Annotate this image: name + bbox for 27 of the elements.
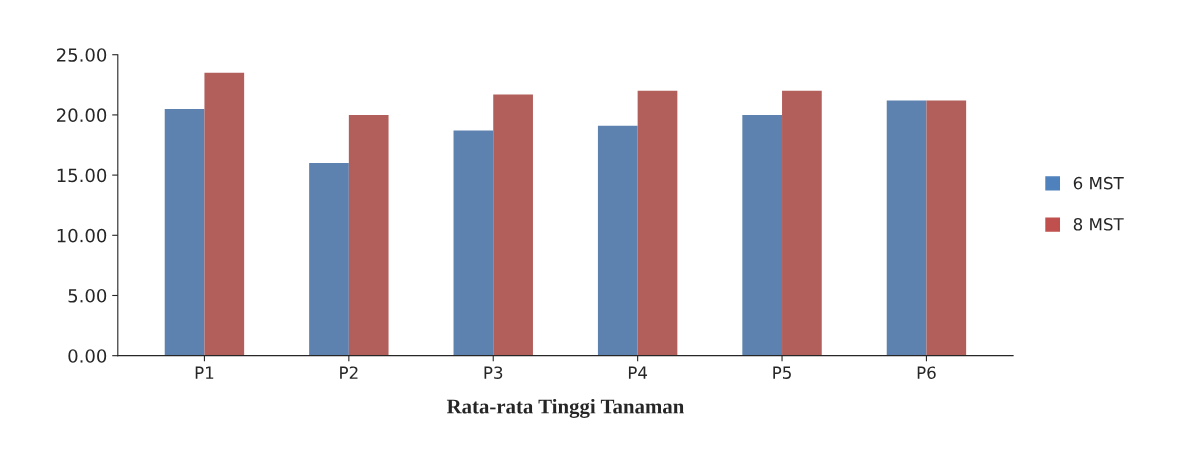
bar xyxy=(493,94,533,356)
bar xyxy=(348,114,389,356)
legend-label: 8 MST xyxy=(1073,217,1124,231)
x-tick-label: P5 xyxy=(773,366,791,379)
bar xyxy=(637,90,678,356)
x-tick-label: P6 xyxy=(917,366,936,379)
y-tick-label: 25.00 xyxy=(57,48,107,62)
bar xyxy=(926,100,967,356)
y-tick-label: 15.00 xyxy=(57,168,107,183)
bar xyxy=(164,108,205,356)
y-tick-label: 20.00 xyxy=(57,108,107,123)
x-tick-label: P1 xyxy=(195,366,214,379)
x-tick-label: P2 xyxy=(340,366,358,379)
bar xyxy=(309,163,349,356)
bar xyxy=(204,72,245,356)
bar xyxy=(782,90,822,356)
y-tick-label: 10.00 xyxy=(57,228,107,243)
y-tick-label: 5.00 xyxy=(68,288,107,303)
bar xyxy=(886,100,927,356)
bar xyxy=(453,130,494,356)
x-tick-label: P4 xyxy=(628,366,648,379)
x-axis-title: Rata-rata Tinggi Tanaman xyxy=(446,398,685,418)
bar xyxy=(597,125,638,356)
bar xyxy=(742,114,783,356)
y-tick-label: 0.00 xyxy=(68,349,107,363)
x-tick-label: P3 xyxy=(484,366,503,379)
legend-label: 6 MST xyxy=(1073,176,1124,190)
